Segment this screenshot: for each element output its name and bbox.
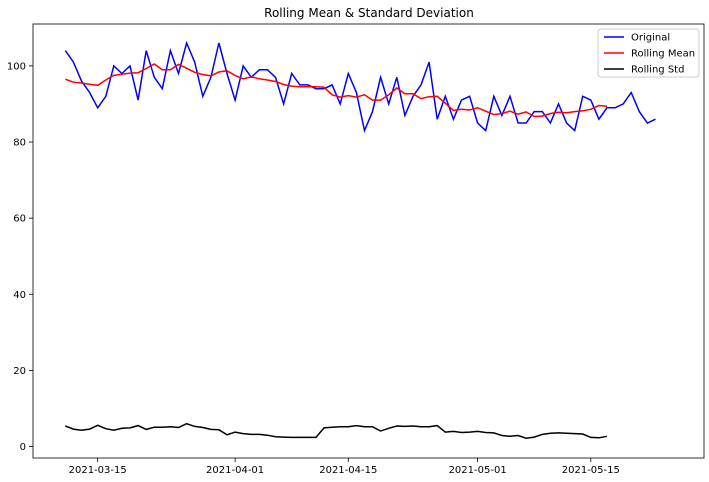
series-line-original [64, 40, 656, 134]
chart-title: Rolling Mean & Standard Deviation [264, 6, 474, 20]
y-tick-label: 40 [13, 290, 26, 301]
plot-frame [32, 23, 705, 459]
y-tick-label: 60 [13, 214, 26, 225]
x-tick-label: 2021-05-01 [449, 465, 507, 476]
x-tick-label: 2021-05-15 [562, 465, 620, 476]
legend-label-original: Original [631, 33, 670, 44]
legend: Original Rolling Mean Rolling Std [597, 28, 700, 78]
y-tick-label: 100 [7, 61, 26, 72]
x-tick-label: 2021-04-01 [206, 465, 264, 476]
axes: 2021-03-15 2021-04-01 2021-04-15 2021-05-01… [7, 23, 705, 476]
x-tick-label: 2021-04-15 [319, 465, 377, 476]
y-tick-label: 80 [13, 138, 26, 149]
series-line-rolling-std [65, 422, 608, 439]
plot-area [64, 40, 656, 439]
legend-box [597, 28, 700, 78]
y-tick-label: 0 [20, 442, 26, 453]
series-line-rolling-mean [65, 63, 608, 118]
legend-label-rolling-std: Rolling Std [631, 65, 684, 76]
x-tick-label: 2021-03-15 [69, 465, 127, 476]
y-tick-label: 20 [13, 366, 26, 377]
legend-label-rolling-mean: Rolling Mean [631, 49, 695, 60]
